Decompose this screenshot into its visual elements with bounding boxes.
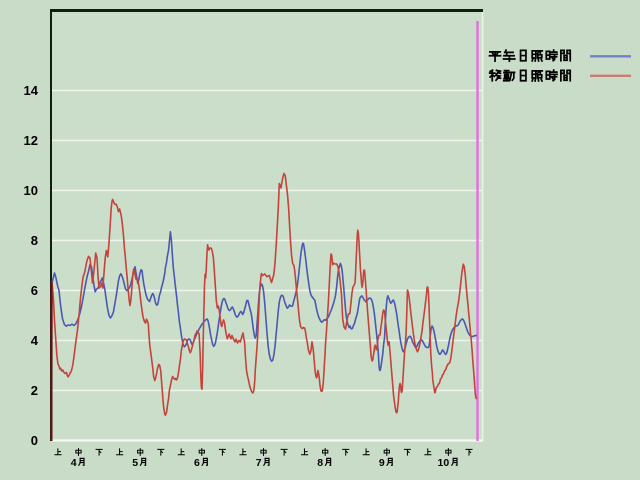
svg-text:0: 0 (31, 433, 38, 448)
svg-text:6: 6 (194, 457, 200, 469)
svg-text:4: 4 (71, 457, 77, 469)
svg-text:2: 2 (31, 383, 38, 398)
svg-text:9: 9 (379, 457, 385, 469)
svg-text:10: 10 (24, 183, 38, 198)
svg-text:4: 4 (31, 333, 39, 348)
svg-text:12: 12 (24, 133, 38, 148)
svg-text:10: 10 (438, 457, 450, 469)
svg-text:5: 5 (132, 457, 138, 469)
svg-text:8: 8 (31, 233, 38, 248)
svg-text:8: 8 (317, 457, 323, 469)
svg-text:6: 6 (31, 283, 38, 298)
svg-text:14: 14 (24, 83, 39, 98)
svg-text:7: 7 (256, 457, 262, 469)
